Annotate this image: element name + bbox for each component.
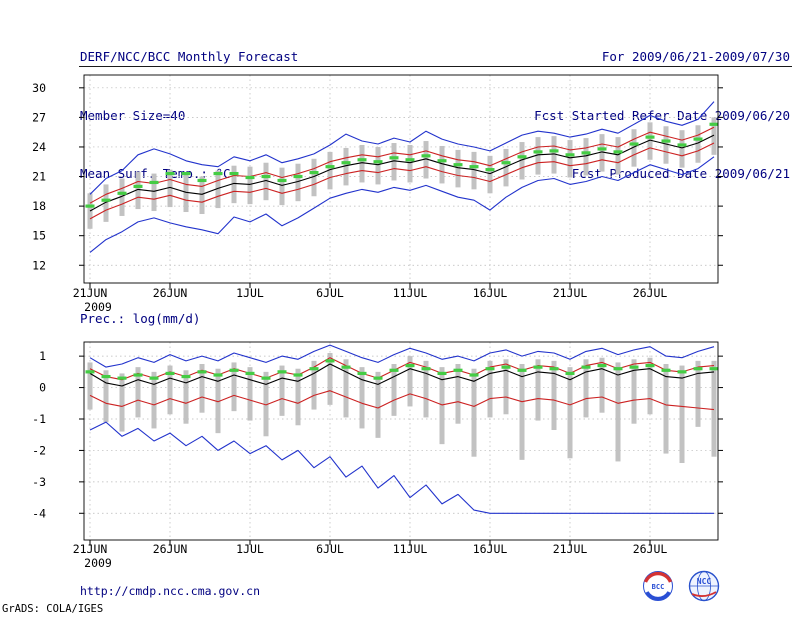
header-right: For 2009/06/21-2009/07/30 Fcst Started R… xyxy=(534,8,790,223)
svg-text:12: 12 xyxy=(32,258,46,272)
website-url: http://cmdp.ncc.cma.gov.cn xyxy=(80,584,261,598)
svg-text:-1: -1 xyxy=(32,412,46,426)
svg-text:27: 27 xyxy=(32,110,46,124)
svg-text:21JUN: 21JUN xyxy=(73,286,108,300)
bcc-logo-text: BCC xyxy=(652,583,665,591)
page-title: DERF/NCC/BCC Monthly Forecast xyxy=(80,49,299,64)
svg-text:26JUL: 26JUL xyxy=(633,286,668,300)
svg-text:15: 15 xyxy=(32,229,46,243)
svg-text:2009: 2009 xyxy=(84,300,112,314)
svg-text:2009: 2009 xyxy=(84,556,112,570)
svg-text:-2: -2 xyxy=(32,443,46,457)
svg-text:26JUN: 26JUN xyxy=(153,286,188,300)
svg-text:26JUL: 26JUL xyxy=(633,542,668,556)
svg-text:6JUL: 6JUL xyxy=(316,286,344,300)
svg-text:0: 0 xyxy=(39,381,46,395)
bcc-logo-red-swirl xyxy=(643,571,673,583)
svg-text:11JUL: 11JUL xyxy=(393,286,428,300)
bcc-logo-blue-swirl xyxy=(645,591,671,601)
svg-text:-3: -3 xyxy=(32,475,46,489)
svg-text:16JUL: 16JUL xyxy=(473,286,508,300)
forecast-range-label: For 2009/06/21-2009/07/30 xyxy=(601,49,790,64)
member-size-label: Member Size=40 xyxy=(80,107,186,123)
grads-credit: GrADS: COLA/IGES xyxy=(2,603,104,615)
svg-text:1: 1 xyxy=(39,349,46,363)
ncc-logo: NCC xyxy=(688,570,720,602)
svg-text:-4: -4 xyxy=(32,506,46,520)
svg-text:21JUL: 21JUL xyxy=(553,286,588,300)
ncc-logo-text: NCC xyxy=(697,577,712,586)
svg-text:30: 30 xyxy=(32,81,46,95)
svg-text:6JUL: 6JUL xyxy=(316,542,344,556)
svg-text:1JUL: 1JUL xyxy=(236,542,264,556)
svg-text:21JUN: 21JUN xyxy=(73,542,108,556)
header-divider xyxy=(79,66,792,67)
bcc-logo-ring xyxy=(643,571,673,601)
ncc-logo-red-swoosh xyxy=(691,591,717,597)
temperature-chart: 12 15 18 21 24 27 30 21JUN 26JUN 1JUL 6JUL 11JUL 16J… xyxy=(32,74,723,314)
svg-text:18: 18 xyxy=(32,199,46,213)
svg-text:21JUL: 21JUL xyxy=(553,542,588,556)
svg-text:26JUN: 26JUN xyxy=(153,542,188,556)
svg-text:11JUL: 11JUL xyxy=(393,542,428,556)
svg-text:21: 21 xyxy=(32,170,46,184)
bcc-logo: BCC xyxy=(643,571,673,601)
precipitation-chart: -4 -3 -2 -1 0 1 21JUN 26JUN 1JUL 6JUL 11JUL 16JUL 21… xyxy=(32,341,723,570)
precipitation-chart-title: Prec.: log(mm/d) xyxy=(80,311,201,326)
svg-text:16JUL: 16JUL xyxy=(473,542,508,556)
svg-text:1JUL: 1JUL xyxy=(236,286,264,300)
svg-text:24: 24 xyxy=(32,140,46,154)
